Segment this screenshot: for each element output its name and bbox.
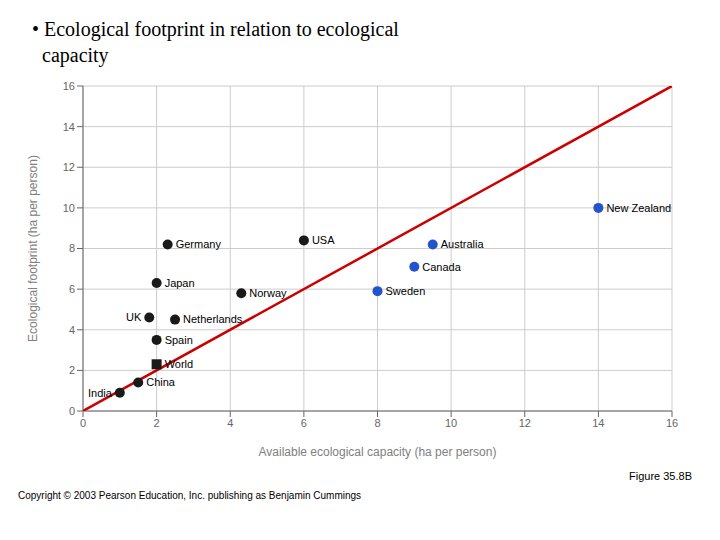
svg-text:China: China (146, 376, 176, 388)
svg-text:Spain: Spain (165, 334, 193, 346)
svg-text:10: 10 (445, 417, 457, 429)
svg-text:16: 16 (63, 80, 75, 92)
svg-text:Canada: Canada (422, 261, 461, 273)
svg-text:0: 0 (69, 405, 75, 417)
svg-text:Available ecological capacity: Available ecological capacity (ha per pe… (259, 445, 497, 459)
svg-text:UK: UK (126, 311, 142, 323)
svg-text:10: 10 (63, 202, 75, 214)
svg-text:14: 14 (592, 417, 604, 429)
svg-text:6: 6 (69, 283, 75, 295)
svg-text:2: 2 (69, 364, 75, 376)
svg-text:Japan: Japan (165, 277, 195, 289)
svg-text:14: 14 (63, 121, 75, 133)
svg-text:4: 4 (69, 324, 75, 336)
svg-text:8: 8 (374, 417, 380, 429)
svg-text:0: 0 (80, 417, 86, 429)
svg-text:Sweden: Sweden (386, 285, 426, 297)
svg-text:Ecological footprint (ha per p: Ecological footprint (ha per person) (26, 155, 40, 342)
svg-text:12: 12 (63, 161, 75, 173)
html-text:capacity: capacity (32, 44, 109, 66)
svg-text:4: 4 (227, 417, 233, 429)
svg-text:Germany: Germany (176, 238, 222, 250)
svg-text:12: 12 (519, 417, 531, 429)
svg-text:6: 6 (301, 417, 307, 429)
svg-text:16: 16 (666, 417, 678, 429)
svg-text:World: World (165, 358, 194, 370)
html-text:Copyright © 2003 Pearson Educa: Copyright © 2003 Pearson Education, Inc.… (18, 490, 362, 501)
html-text:• Ecological footprint in rela: • Ecological footprint in relation to ec… (32, 18, 399, 40)
svg-text:New Zealand: New Zealand (606, 202, 671, 214)
svg-text:Australia: Australia (441, 238, 485, 250)
svg-text:USA: USA (312, 234, 335, 246)
svg-text:2: 2 (154, 417, 160, 429)
svg-text:8: 8 (69, 242, 75, 254)
svg-text:India: India (88, 387, 113, 399)
html-text:Figure 35.8B: Figure 35.8B (629, 470, 692, 482)
svg-text:Norway: Norway (249, 287, 287, 299)
svg-text:Netherlands: Netherlands (183, 313, 243, 325)
